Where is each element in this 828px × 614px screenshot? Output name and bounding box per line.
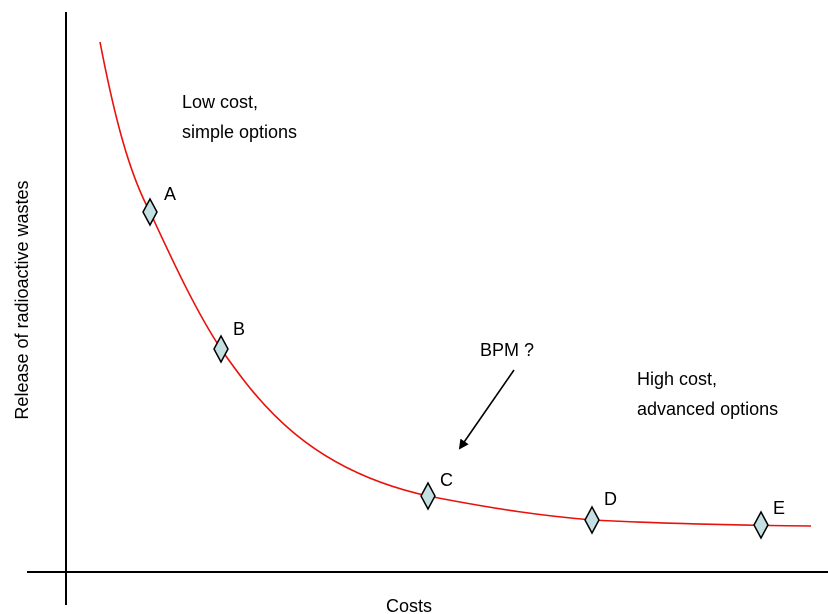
point-marker-b xyxy=(213,334,229,364)
point-marker-a xyxy=(142,197,158,227)
point-label-a: A xyxy=(164,184,176,204)
point-label-b: B xyxy=(233,319,245,339)
annotation-high-cost-line2: advanced options xyxy=(637,399,778,419)
annotation-bpm: BPM ? xyxy=(480,340,534,360)
annotation-high-cost-line1: High cost, xyxy=(637,369,717,389)
point-marker-e xyxy=(753,510,769,540)
cost-release-curve xyxy=(99,41,812,527)
point-label-c: C xyxy=(440,470,453,490)
point-marker-c xyxy=(420,481,436,511)
annotation-low-cost-line1: Low cost, xyxy=(182,92,258,112)
annotation-low-cost-line2: simple options xyxy=(182,122,297,142)
point-marker-d xyxy=(584,505,600,535)
point-label-d: D xyxy=(604,489,617,509)
bpm-arrow xyxy=(458,369,515,450)
points-layer: A B C D E xyxy=(142,184,785,540)
y-axis-label: Release of radioactive wastes xyxy=(12,180,32,419)
point-label-e: E xyxy=(773,498,785,518)
x-axis-label: Costs xyxy=(386,596,432,614)
